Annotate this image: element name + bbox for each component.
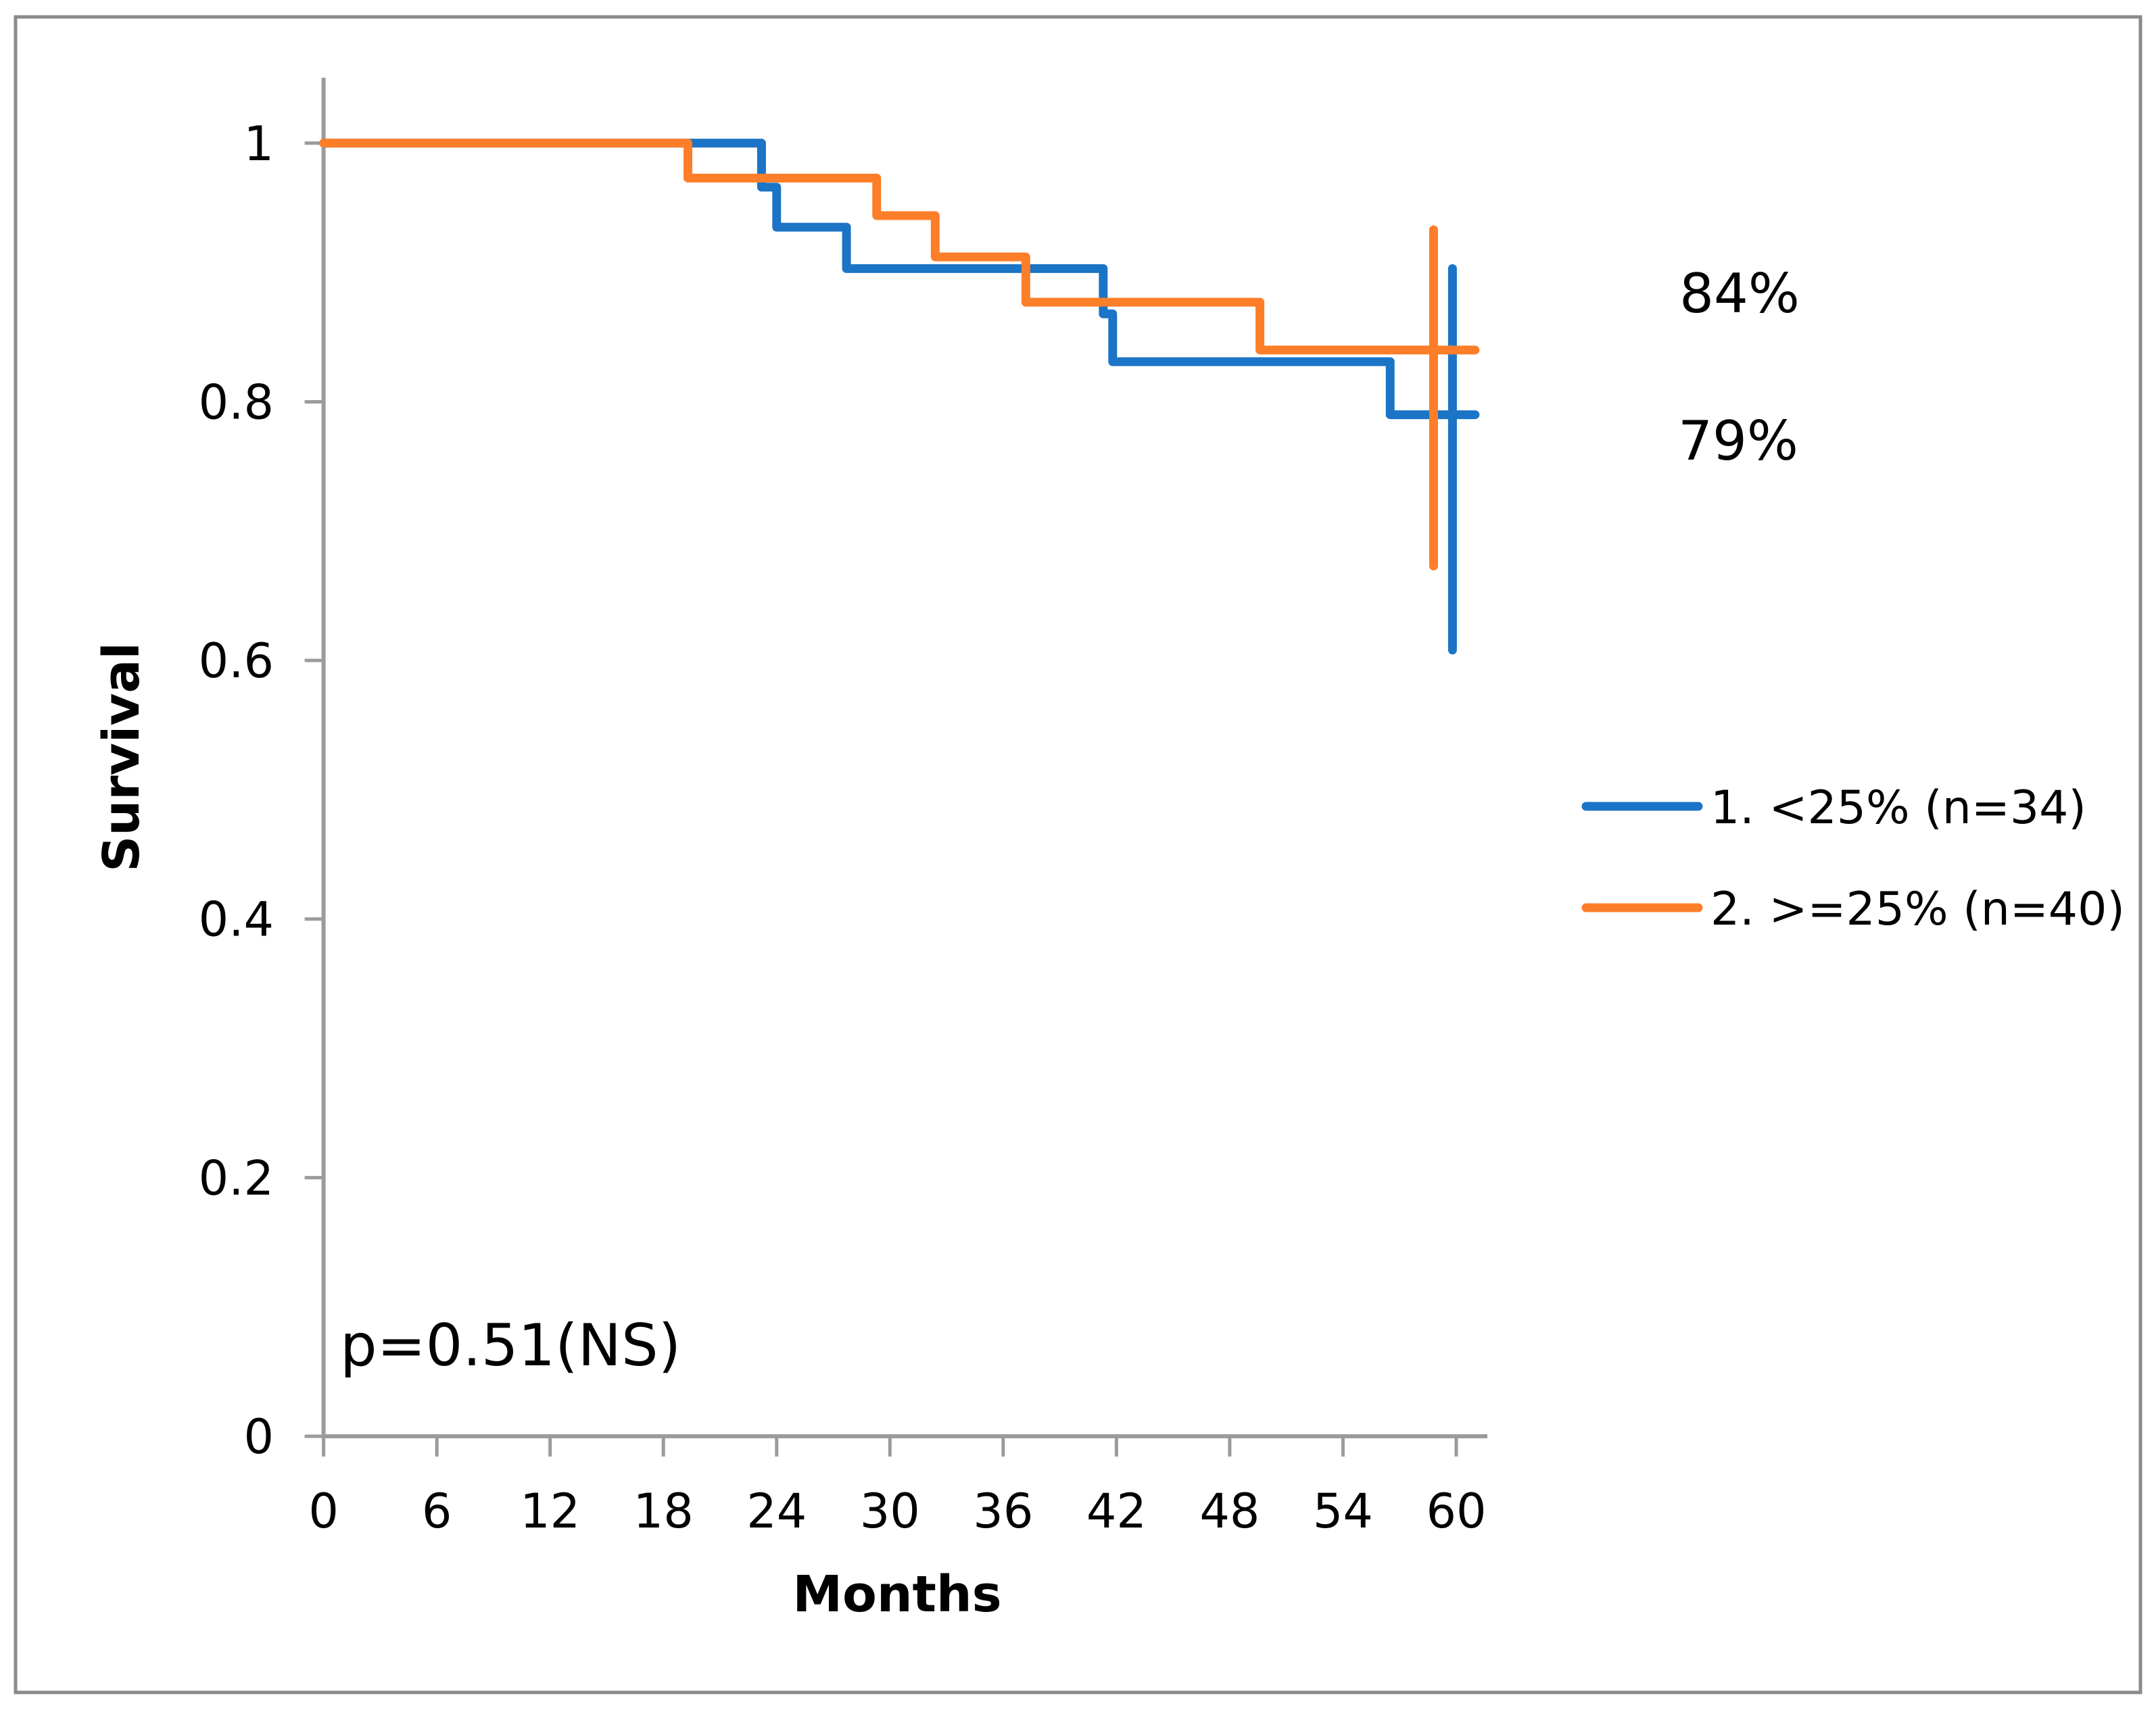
- figure-border: [14, 15, 2142, 1694]
- survival-curve-lt25: [319, 139, 1480, 420]
- x-tick-label: 24: [746, 1484, 807, 1539]
- y-tick-label: 0.4: [199, 892, 274, 948]
- p-value-label: p=0.51(NS): [340, 1312, 681, 1379]
- x-tick-label: 54: [1313, 1484, 1373, 1539]
- legend-label-lt25: 1. <25% (n=34): [1710, 781, 2086, 835]
- annotation-pct-ge25: 84%: [1679, 262, 1800, 325]
- y-tick-label: 0.2: [199, 1150, 274, 1206]
- x-tick-label: 0: [308, 1484, 339, 1539]
- annotation-pct-lt25: 79%: [1678, 410, 1798, 472]
- legend: 1. <25% (n=34) 2. >=25% (n=40): [1581, 781, 2125, 936]
- y-tick-label: 0: [243, 1409, 274, 1465]
- plot-area: 0 6 12 18 24 30 36 42 48 54 60 0 0.2 0.4 0.6 0.8 1: [199, 78, 1487, 1539]
- x-tick-label: 36: [973, 1484, 1033, 1539]
- legend-label-ge25: 2. >=25% (n=40): [1710, 883, 2125, 936]
- x-tick-label: 18: [633, 1484, 694, 1539]
- x-tick-label: 60: [1426, 1484, 1486, 1539]
- x-tick-label: 30: [860, 1484, 920, 1539]
- x-tick-label: 6: [422, 1484, 452, 1539]
- y-tick-label: 1: [243, 116, 274, 172]
- y-tick-label: 0.8: [199, 374, 274, 430]
- x-axis-title: Months: [792, 1565, 1001, 1623]
- x-tick-label: 42: [1086, 1484, 1147, 1539]
- y-tick-label: 0.6: [199, 633, 274, 689]
- y-axis-title: Survival: [93, 642, 151, 872]
- x-tick-label: 12: [520, 1484, 580, 1539]
- survival-curve-ge25: [319, 139, 1480, 355]
- x-tick-label: 48: [1199, 1484, 1260, 1539]
